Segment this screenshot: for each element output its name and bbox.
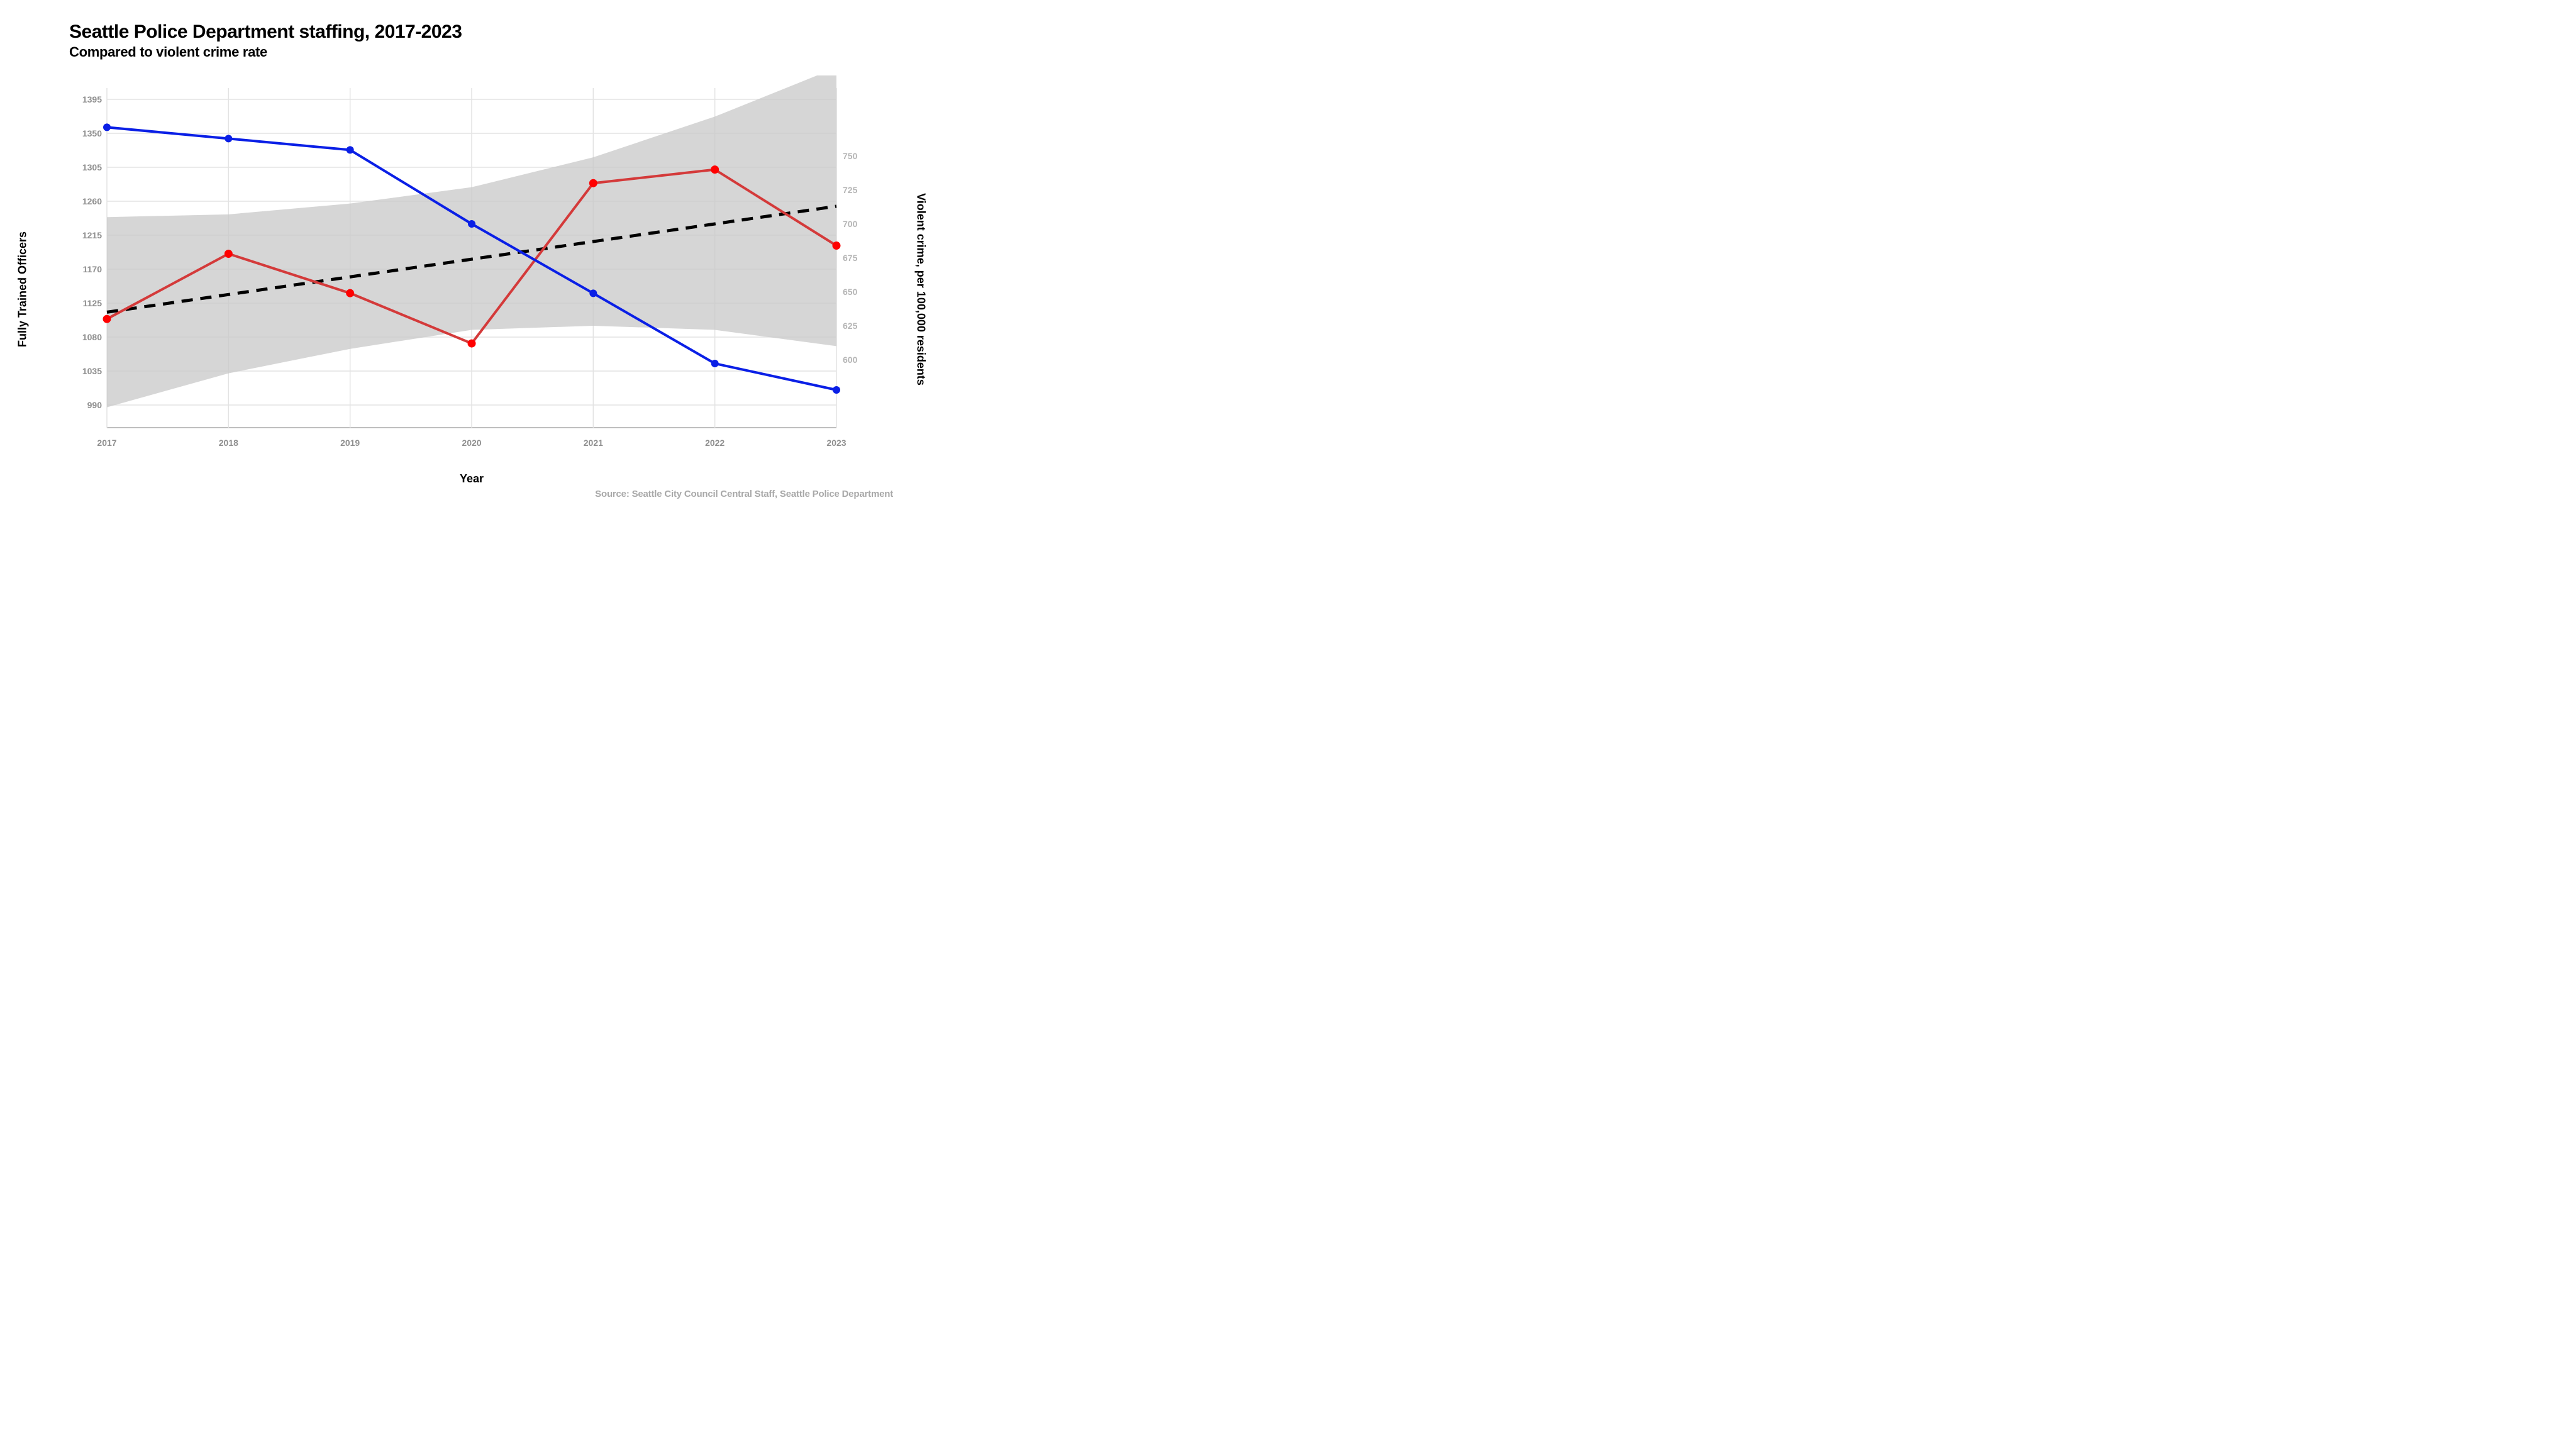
x-tick: 2017 (88, 438, 126, 448)
y2-tick: 600 (843, 355, 874, 365)
y2-tick: 725 (843, 185, 874, 195)
y1-axis-label: Fully Trained Officers (16, 231, 30, 347)
y1-tick: 1080 (70, 332, 102, 342)
y1-tick: 1260 (70, 196, 102, 206)
y1-tick: 1215 (70, 230, 102, 240)
y1-tick: 1170 (70, 264, 102, 274)
y2-tick: 700 (843, 219, 874, 229)
x-tick: 2023 (818, 438, 855, 448)
y2-tick: 675 (843, 253, 874, 263)
y1-tick: 1395 (70, 94, 102, 104)
chart-area: Fully Trained Officers Violent crime, pe… (0, 75, 943, 503)
y2-tick: 750 (843, 151, 874, 161)
y1-tick: 1125 (70, 298, 102, 308)
x-tick: 2020 (453, 438, 491, 448)
y1-tick: 1305 (70, 162, 102, 172)
source-text: Source: Seattle City Council Central Sta… (595, 489, 893, 499)
title-block: Seattle Police Department staffing, 2017… (69, 21, 462, 60)
x-tick: 2021 (574, 438, 612, 448)
chart-title: Seattle Police Department staffing, 2017… (69, 21, 462, 43)
y1-tick: 1035 (70, 366, 102, 376)
y2-tick: 650 (843, 287, 874, 297)
y2-tick: 625 (843, 321, 874, 331)
x-tick: 2022 (696, 438, 734, 448)
x-tick: 2018 (209, 438, 247, 448)
chart-page: Seattle Police Department staffing, 2017… (0, 0, 943, 531)
x-tick: 2019 (331, 438, 369, 448)
x-axis-label: Year (460, 472, 484, 486)
y2-axis-label: Violent crime, per 100,000 residents (914, 193, 928, 386)
y1-tick: 990 (70, 400, 102, 410)
chart-subtitle: Compared to violent crime rate (69, 44, 462, 60)
y1-tick: 1350 (70, 128, 102, 138)
